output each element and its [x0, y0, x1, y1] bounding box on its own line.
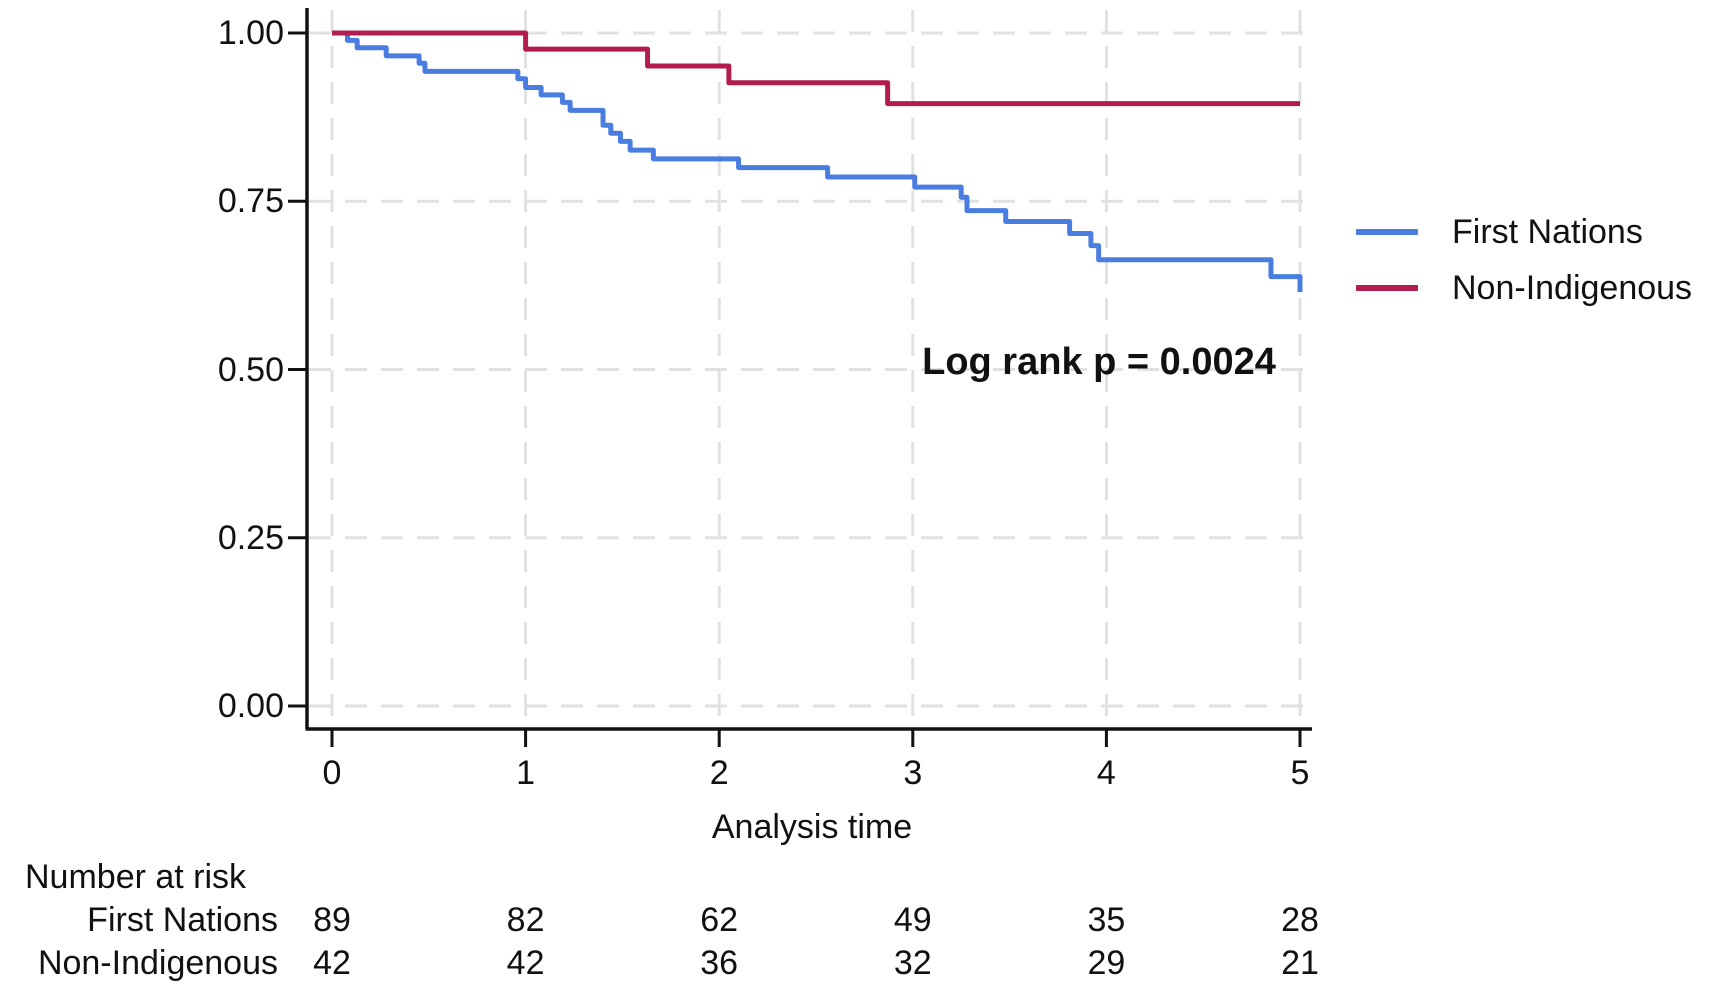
x-tick-label: 0 [322, 754, 342, 792]
y-tick-label: 0.00 [217, 687, 284, 725]
y-tick-label: 0.75 [217, 182, 284, 221]
risk-count: 42 [313, 944, 351, 982]
risk-count: 21 [1281, 944, 1319, 982]
legend-label-non-indigenous: Non-Indigenous [1452, 269, 1693, 307]
legend-label-first-nations: First Nations [1452, 213, 1643, 251]
log-rank-annotation: Log rank p = 0.0024 [922, 341, 1276, 383]
y-tick-label: 0.25 [217, 518, 284, 557]
risk-count: 42 [506, 944, 545, 982]
risk-count: 49 [893, 901, 932, 939]
x-tick-label: 5 [1290, 754, 1310, 792]
risk-table-title: Number at risk [25, 858, 247, 896]
risk-count: 89 [313, 901, 351, 939]
risk-count: 82 [506, 901, 545, 939]
risk-count: 29 [1087, 944, 1126, 982]
y-tick-label: 1.00 [217, 14, 284, 52]
risk-row-label-first-nations: First Nations [87, 901, 278, 939]
risk-count: 32 [893, 944, 932, 982]
risk-count: 62 [700, 901, 739, 939]
x-tick-label: 4 [1096, 754, 1116, 792]
x-tick-label: 1 [516, 754, 536, 792]
km-curve-first-nations [332, 30, 1303, 293]
risk-count: 28 [1281, 901, 1319, 939]
y-tick-label: 0.50 [217, 350, 284, 389]
x-tick-label: 2 [709, 754, 729, 792]
km-curve-non-indigenous [332, 30, 1300, 107]
x-axis-title: Analysis time [711, 808, 913, 846]
legend-line-non-indigenous-icon [1356, 285, 1418, 291]
risk-row-label-non-indigenous: Non-Indigenous [37, 944, 278, 982]
risk-count: 35 [1087, 901, 1126, 939]
x-tick-label: 3 [903, 754, 923, 792]
risk-count: 36 [700, 944, 739, 982]
legend-line-first-nations-icon [1356, 229, 1418, 235]
